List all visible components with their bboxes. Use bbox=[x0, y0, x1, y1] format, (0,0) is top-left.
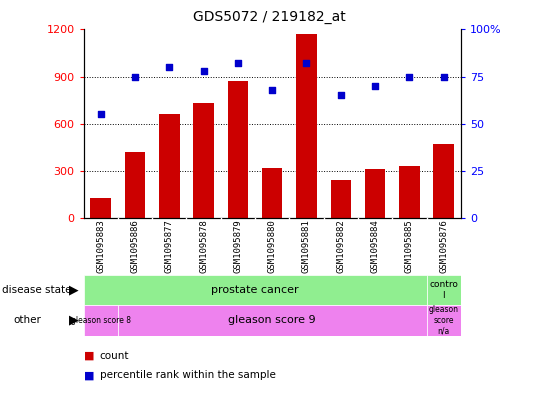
Point bbox=[336, 92, 345, 99]
Text: GSM1095883: GSM1095883 bbox=[96, 220, 105, 274]
Text: gleason score 8: gleason score 8 bbox=[71, 316, 130, 325]
Bar bbox=[194, 103, 214, 218]
Text: ▶: ▶ bbox=[68, 314, 78, 327]
Bar bbox=[330, 180, 351, 218]
Text: gleason
score
n/a: gleason score n/a bbox=[429, 305, 459, 335]
Bar bbox=[365, 169, 385, 218]
Text: count: count bbox=[100, 351, 129, 361]
Text: other: other bbox=[13, 315, 42, 325]
Point bbox=[439, 73, 448, 80]
Text: GSM1095877: GSM1095877 bbox=[165, 220, 174, 274]
Bar bbox=[296, 34, 317, 218]
Bar bbox=[262, 168, 282, 218]
Text: GSM1095879: GSM1095879 bbox=[233, 220, 243, 274]
Text: GSM1095880: GSM1095880 bbox=[268, 220, 277, 274]
Text: disease state: disease state bbox=[2, 285, 71, 295]
Bar bbox=[84, 305, 118, 336]
Text: GSM1095884: GSM1095884 bbox=[371, 220, 379, 274]
Bar bbox=[227, 81, 248, 218]
Point bbox=[130, 73, 139, 80]
Text: prostate cancer: prostate cancer bbox=[211, 285, 299, 295]
Bar bbox=[118, 305, 426, 336]
Bar bbox=[125, 152, 146, 218]
Point bbox=[233, 60, 242, 66]
Text: ■: ■ bbox=[84, 351, 94, 361]
Text: gleason score 9: gleason score 9 bbox=[229, 315, 316, 325]
Text: GSM1095886: GSM1095886 bbox=[130, 220, 140, 274]
Text: GSM1095881: GSM1095881 bbox=[302, 220, 311, 274]
Point bbox=[268, 87, 277, 93]
Point bbox=[371, 83, 379, 89]
Text: GDS5072 / 219182_at: GDS5072 / 219182_at bbox=[193, 10, 346, 24]
Bar bbox=[426, 305, 461, 336]
Point bbox=[302, 60, 311, 66]
Text: GSM1095878: GSM1095878 bbox=[199, 220, 208, 274]
Bar bbox=[91, 198, 111, 218]
Bar bbox=[159, 114, 179, 218]
Bar bbox=[426, 275, 461, 305]
Point bbox=[405, 73, 414, 80]
Point bbox=[165, 64, 174, 70]
Bar bbox=[399, 166, 420, 218]
Text: percentile rank within the sample: percentile rank within the sample bbox=[100, 370, 275, 380]
Text: contro
l: contro l bbox=[429, 280, 458, 299]
Bar bbox=[433, 144, 454, 218]
Text: ■: ■ bbox=[84, 370, 94, 380]
Point bbox=[96, 111, 105, 118]
Text: GSM1095876: GSM1095876 bbox=[439, 220, 448, 274]
Text: GSM1095885: GSM1095885 bbox=[405, 220, 414, 274]
Text: ▶: ▶ bbox=[68, 283, 78, 296]
Point bbox=[199, 68, 208, 74]
Text: GSM1095882: GSM1095882 bbox=[336, 220, 345, 274]
